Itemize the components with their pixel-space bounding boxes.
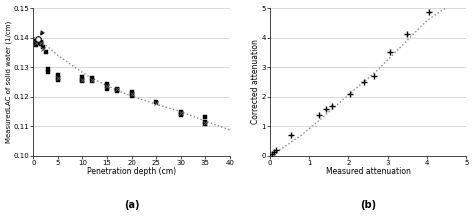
X-axis label: Measured attenuation: Measured attenuation xyxy=(326,167,410,176)
Y-axis label: Corrected attenuation: Corrected attenuation xyxy=(251,39,260,124)
Y-axis label: MeasuredLAC of solid water (1/cm): MeasuredLAC of solid water (1/cm) xyxy=(6,21,12,143)
Text: (b): (b) xyxy=(360,200,376,210)
X-axis label: Penetration depth (cm): Penetration depth (cm) xyxy=(87,167,176,176)
Text: (a): (a) xyxy=(124,200,139,210)
